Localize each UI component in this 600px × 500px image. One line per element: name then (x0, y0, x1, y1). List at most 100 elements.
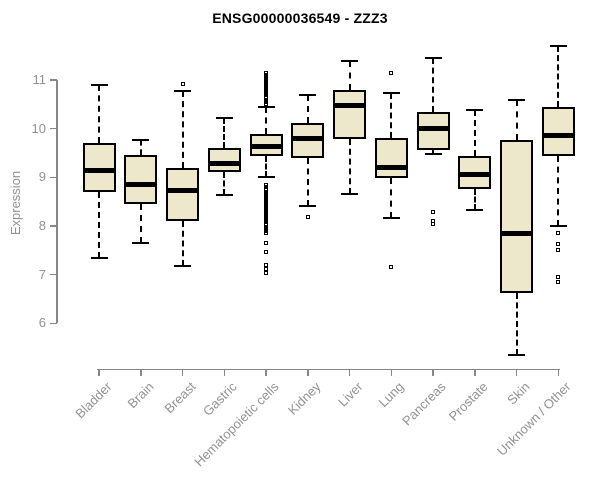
box-iqr (374, 138, 408, 179)
outlier-point (556, 248, 561, 253)
whisker-upper (306, 94, 309, 123)
box-iqr (166, 167, 199, 222)
whisker-cap-lower (466, 209, 484, 212)
x-tick (265, 368, 267, 376)
whisker-cap-upper (90, 83, 108, 86)
x-tick (432, 368, 434, 376)
whisker-upper (139, 139, 142, 156)
whisker-cap-lower (382, 217, 400, 220)
whisker-lower (265, 155, 267, 178)
whisker-lower (432, 150, 434, 155)
box-iqr (541, 106, 575, 156)
whisker-upper (223, 118, 226, 149)
whisker-cap-lower (174, 264, 191, 267)
whisker-cap-upper (382, 91, 400, 94)
median-line (500, 230, 533, 236)
outlier-point (556, 275, 561, 280)
outlier-point (264, 270, 268, 275)
whisker-upper (348, 60, 351, 91)
outlier-point (264, 266, 268, 271)
outlier-point (431, 210, 435, 215)
whisker-cap-upper (466, 109, 484, 112)
outlier-point (264, 241, 268, 245)
median-line (374, 164, 408, 170)
whisker-upper (390, 92, 393, 139)
y-tick (50, 176, 57, 179)
outlier-point (431, 222, 435, 227)
whisker-cap-upper (549, 44, 567, 47)
median-line (333, 103, 366, 109)
whisker-upper (473, 110, 476, 156)
whisker-upper (557, 45, 560, 107)
outlier-point (264, 250, 268, 255)
box-iqr (124, 155, 158, 205)
x-tick (307, 368, 309, 376)
outlier-point (556, 279, 561, 284)
x-tick (181, 368, 184, 376)
whisker-lower (515, 293, 518, 355)
whisker-lower (98, 191, 100, 258)
whisker-lower (557, 155, 560, 226)
chart-title: ENSG00000036549 - ZZZ3 (212, 10, 388, 26)
whisker-cap-lower (299, 204, 317, 207)
whisker-cap-upper (132, 138, 150, 141)
box-iqr (500, 140, 533, 294)
whisker-cap-lower (132, 242, 150, 244)
outlier-point (389, 265, 394, 270)
whisker-cap-lower (508, 353, 525, 356)
y-tick-label: 8 (38, 217, 46, 233)
whisker-cap-upper (424, 57, 442, 60)
outlier-point (264, 262, 268, 267)
median-line (82, 168, 116, 174)
median-line (249, 144, 283, 150)
y-tick-label: 7 (38, 266, 46, 282)
whisker-cap-lower (215, 193, 233, 196)
whisker-upper (181, 90, 184, 168)
whisker-lower (181, 221, 184, 266)
x-tick (98, 368, 100, 376)
x-tick (390, 368, 392, 376)
median-line (166, 188, 199, 194)
outlier-point (180, 81, 185, 86)
x-tick (140, 368, 142, 376)
y-tick (50, 322, 57, 325)
y-tick-label: 9 (38, 169, 46, 185)
y-axis-line (56, 80, 58, 324)
whisker-cap-upper (341, 59, 358, 62)
whisker-upper (265, 106, 267, 135)
x-tick (348, 368, 351, 376)
median-line (458, 171, 492, 177)
whisker-lower (223, 172, 226, 195)
median-line (291, 135, 325, 141)
box-iqr (416, 112, 450, 151)
y-tick-label: 6 (38, 315, 46, 331)
whisker-cap-upper (257, 105, 275, 108)
box-iqr (82, 143, 116, 192)
y-tick (50, 79, 57, 81)
whisker-upper (515, 100, 518, 141)
whisker-cap-upper (299, 93, 317, 96)
whisker-cap-lower (424, 153, 442, 156)
y-tick (50, 225, 57, 227)
whisker-cap-upper (174, 89, 191, 92)
whisker-cap-upper (508, 99, 525, 102)
whisker-lower (473, 188, 476, 211)
whisker-cap-lower (341, 192, 358, 195)
whisker-lower (390, 178, 393, 219)
y-tick (50, 127, 57, 130)
median-line (124, 182, 158, 188)
y-tick-label: 10 (31, 120, 46, 136)
outlier-point (389, 70, 394, 75)
outlier-point (556, 242, 561, 247)
whisker-lower (306, 157, 309, 206)
whisker-cap-lower (549, 224, 567, 227)
outlier-point (264, 231, 268, 236)
y-tick (50, 273, 57, 276)
median-line (541, 133, 575, 139)
x-tick (223, 368, 225, 376)
whisker-cap-upper (215, 117, 233, 120)
whisker-cap-lower (257, 176, 275, 179)
outlier-point (264, 71, 268, 76)
